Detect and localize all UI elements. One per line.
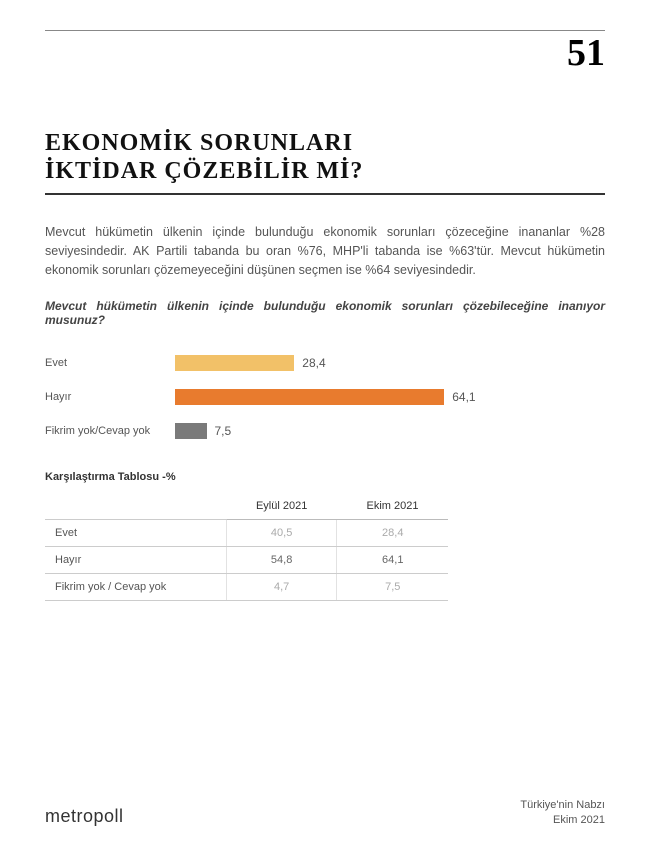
bar-track: 64,1	[175, 389, 605, 405]
bar-label: Evet	[45, 357, 175, 369]
table-header-col-a: Eylül 2021	[226, 493, 336, 520]
table-header-blank	[45, 493, 226, 520]
title-line-2: İKTİDAR ÇÖZEBİLİR Mİ?	[45, 158, 363, 184]
intro-paragraph: Mevcut hükümetin ülkenin içinde bulunduğ…	[45, 223, 605, 279]
title-line-1: EKONOMİK SORUNLARI	[45, 130, 353, 156]
table-cell-b: 64,1	[337, 547, 448, 574]
bar-track: 7,5	[175, 423, 605, 439]
table-cell-label: Hayır	[45, 547, 226, 574]
bar-chart: Evet 28,4 Hayır 64,1 Fikrim yok/Cevap yok 7,5	[45, 349, 605, 445]
table-cell-label: Fikrim yok / Cevap yok	[45, 574, 226, 601]
table-header-col-b: Ekim 2021	[337, 493, 448, 520]
table-cell-a: 54,8	[226, 547, 336, 574]
bar-track: 28,4	[175, 355, 605, 371]
bar-fill	[175, 423, 207, 439]
brand-logo: metropoll	[45, 806, 124, 827]
brand-part-a: metro	[45, 806, 94, 826]
bar-row: Fikrim yok/Cevap yok 7,5	[45, 417, 605, 445]
table-row: Hayır54,864,1	[45, 547, 448, 574]
bar-label: Hayır	[45, 391, 175, 403]
table-cell-b: 7,5	[337, 574, 448, 601]
survey-question: Mevcut hükümetin ülkenin içinde bulunduğ…	[45, 299, 605, 327]
bar-row: Hayır 64,1	[45, 383, 605, 411]
footer-right: Türkiye'nin Nabzı Ekim 2021	[520, 798, 605, 827]
bar-fill	[175, 389, 444, 405]
bar-value: 7,5	[215, 424, 232, 438]
bar-label: Fikrim yok/Cevap yok	[45, 425, 175, 437]
table-cell-b: 28,4	[337, 520, 448, 547]
footer-report-date: Ekim 2021	[520, 813, 605, 827]
brand-part-b: poll	[94, 806, 124, 826]
title-rule	[45, 193, 605, 195]
page-number: 51	[45, 31, 605, 75]
comparison-table-title: Karşılaştırma Tablosu -%	[45, 471, 605, 483]
bar-value: 64,1	[452, 390, 475, 404]
bar-row: Evet 28,4	[45, 349, 605, 377]
footer-report-name: Türkiye'nin Nabzı	[520, 798, 605, 812]
page-footer: metropoll Türkiye'nin Nabzı Ekim 2021	[45, 798, 605, 827]
comparison-table: Eylül 2021 Ekim 2021 Evet40,528,4Hayır54…	[45, 493, 448, 601]
bar-fill	[175, 355, 294, 371]
table-row: Fikrim yok / Cevap yok4,77,5	[45, 574, 448, 601]
table-cell-label: Evet	[45, 520, 226, 547]
page-title: EKONOMİK SORUNLARI İKTİDAR ÇÖZEBİLİR Mİ?	[45, 130, 605, 185]
bar-value: 28,4	[302, 356, 325, 370]
table-cell-a: 4,7	[226, 574, 336, 601]
table-cell-a: 40,5	[226, 520, 336, 547]
table-row: Evet40,528,4	[45, 520, 448, 547]
